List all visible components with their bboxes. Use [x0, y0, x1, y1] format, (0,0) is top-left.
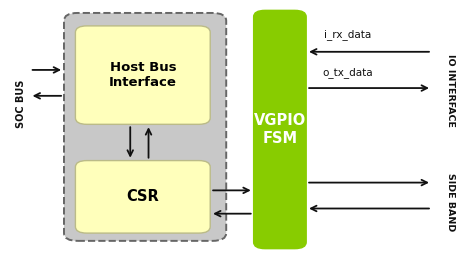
Text: o_tx_data: o_tx_data: [322, 67, 372, 78]
FancyBboxPatch shape: [75, 26, 210, 124]
FancyBboxPatch shape: [75, 161, 210, 233]
Text: CSR: CSR: [127, 189, 159, 204]
Text: i_rx_data: i_rx_data: [324, 30, 371, 40]
Text: Host Bus
Interface: Host Bus Interface: [109, 61, 177, 89]
Text: SOC BUS: SOC BUS: [16, 80, 26, 128]
Text: SIDE BAND: SIDE BAND: [446, 173, 455, 231]
FancyBboxPatch shape: [254, 10, 306, 249]
Text: IO INTERFACE: IO INTERFACE: [446, 54, 455, 127]
FancyBboxPatch shape: [64, 13, 226, 241]
Text: VGPIO
FSM: VGPIO FSM: [254, 113, 306, 146]
